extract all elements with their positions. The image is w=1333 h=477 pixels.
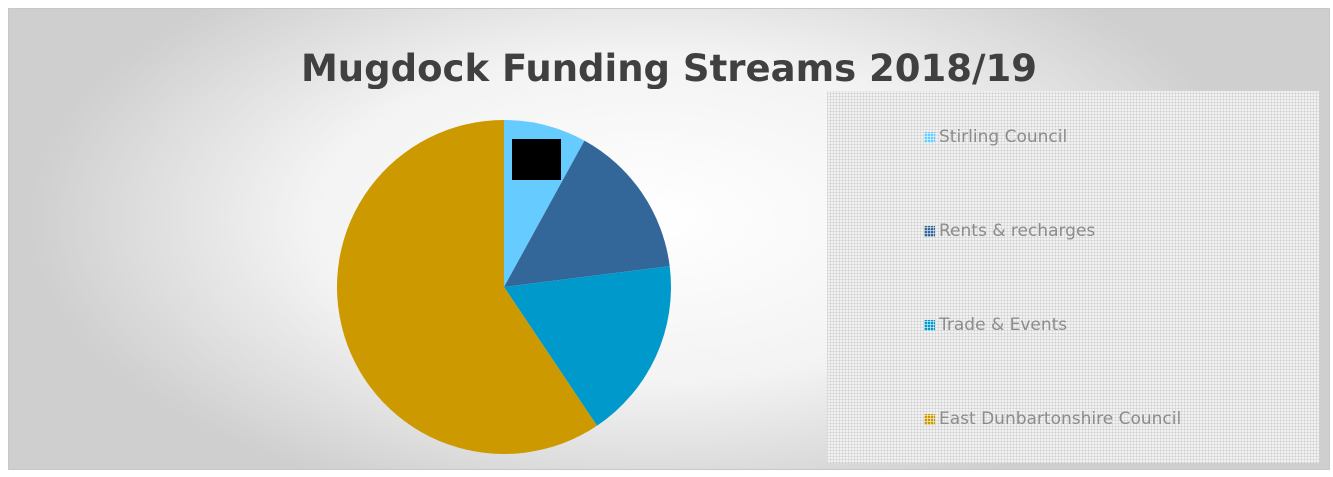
legend-item-trade-events: Trade & Events	[924, 313, 1067, 337]
legend-item-east-dunbartonshire-council: East Dunbartonshire Council	[924, 407, 1181, 431]
legend-label: Trade & Events	[939, 315, 1068, 335]
legend-swatch	[924, 319, 935, 331]
redaction-box	[512, 139, 561, 180]
chart-area: Mugdock Funding Streams 2018/19 Stirling…	[8, 8, 1330, 470]
pie-slice-trade-events	[504, 266, 671, 426]
pie-slice-rents-recharges	[504, 140, 670, 287]
pie-chart	[337, 120, 671, 454]
legend-item-rents-recharges: Rents & recharges	[924, 219, 1095, 243]
chart-title: Mugdock Funding Streams 2018/19	[300, 47, 1038, 89]
legend-swatch	[924, 413, 935, 425]
legend-swatch	[924, 225, 935, 237]
legend-swatch	[924, 131, 935, 143]
legend-label: East Dunbartonshire Council	[939, 409, 1182, 429]
legend: Stirling Council Rents & recharges Trade…	[827, 91, 1319, 463]
legend-item-stirling-council: Stirling Council	[924, 125, 1067, 149]
legend-label: Stirling Council	[939, 127, 1068, 147]
pie-slice-east-dunbartonshire-council	[337, 120, 597, 454]
legend-label: Rents & recharges	[939, 221, 1096, 241]
